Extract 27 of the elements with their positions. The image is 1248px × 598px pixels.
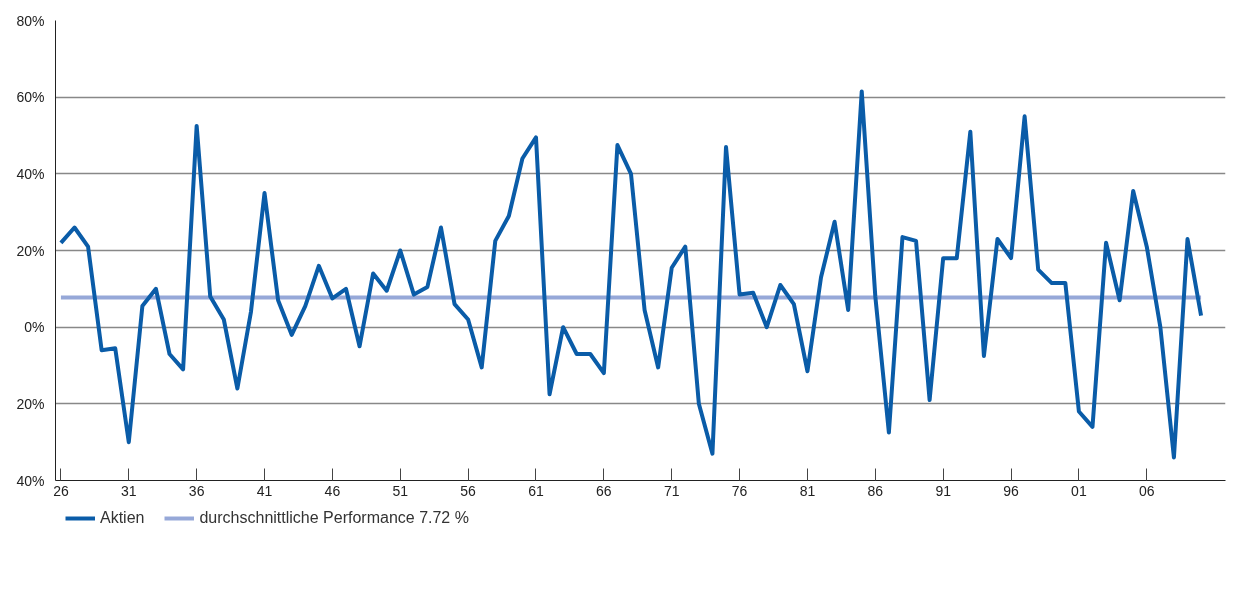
- y-tick-label: 0%: [24, 319, 45, 336]
- x-tick-label: 96: [1003, 482, 1020, 499]
- y-tick-label: 60%: [16, 89, 45, 106]
- y-tick-label: 20%: [16, 395, 45, 412]
- x-tick-label: 56: [460, 482, 477, 499]
- y-tick-label: 80%: [16, 12, 45, 29]
- y-tick-label: 40%: [16, 165, 45, 182]
- x-tick-label: 01: [1071, 482, 1087, 499]
- legend-label: Aktien: [100, 509, 145, 527]
- x-tick-label: 51: [392, 482, 409, 499]
- x-tick-label: 06: [1138, 482, 1155, 499]
- x-tick-label: 41: [256, 482, 273, 499]
- line-series: [58, 89, 1204, 460]
- legend-label: durchschnittliche Performance 7.72 %: [199, 509, 469, 527]
- x-tick-label: 66: [596, 482, 612, 499]
- x-tick-label: 76: [731, 482, 748, 499]
- x-tick-label: 61: [528, 482, 544, 499]
- x-tick-label: 81: [799, 482, 816, 499]
- x-tick-label: 91: [935, 482, 952, 499]
- x-tick-label: 31: [121, 482, 137, 499]
- x-tick-label: 46: [324, 482, 341, 499]
- x-tick-label: 71: [663, 482, 680, 499]
- x-tick-label: 86: [867, 482, 884, 499]
- y-tick-label: 20%: [16, 242, 45, 259]
- y-tick-label: 40%: [16, 472, 45, 489]
- x-tick-label: 26: [53, 482, 69, 499]
- x-tick-label: 36: [188, 482, 205, 499]
